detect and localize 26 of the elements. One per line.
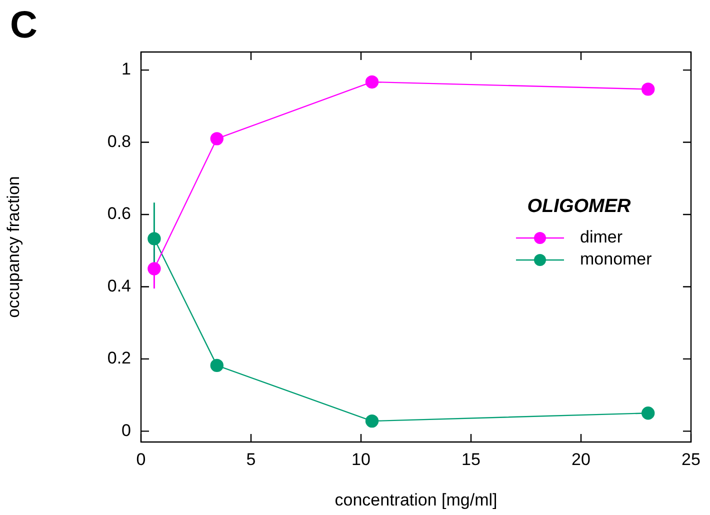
y-tick-label: 0.8: [107, 132, 131, 151]
y-axis-title: occupancy fraction: [4, 176, 23, 318]
point: [148, 262, 161, 276]
point: [365, 414, 379, 428]
y-tick-label: 0.6: [107, 204, 131, 224]
x-axis-title: concentration [mg/ml]: [334, 490, 498, 510]
point: [642, 82, 655, 96]
y-tick-label: 0.4: [107, 276, 131, 296]
point: [210, 132, 224, 146]
y-tick-label: 0.2: [107, 348, 131, 368]
y-tick-label: 1: [122, 60, 131, 79]
y-tick-label: 0: [122, 420, 131, 440]
x-tick-label: 5: [246, 450, 256, 469]
x-tick-label: 10: [352, 450, 370, 469]
legend-label: dimer: [580, 228, 623, 247]
x-tick-label: 20: [572, 450, 590, 469]
point: [148, 232, 161, 246]
x-tick-label: 15: [462, 450, 480, 469]
point: [365, 75, 379, 89]
point: [210, 358, 224, 372]
x-tick-label: 25: [682, 450, 700, 469]
text: C: [10, 4, 38, 46]
point: [642, 406, 655, 420]
legend-title: OLIGOMER: [527, 196, 631, 218]
legend-label: monomer: [580, 250, 652, 269]
x-tick-label: 0: [136, 450, 146, 469]
